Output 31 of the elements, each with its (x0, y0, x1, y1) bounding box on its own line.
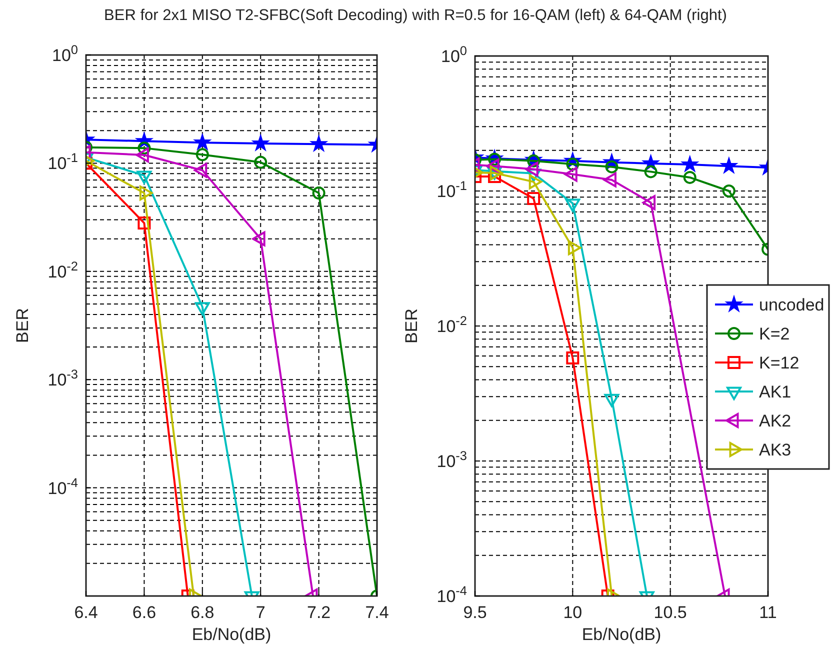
y-tick-label: 10$^{-2}$ (436, 312, 467, 336)
x-tick-label: 6.6 (132, 603, 156, 622)
x-axis-title: Eb/No(dB) (582, 625, 662, 644)
x-tick-label: 10 (563, 603, 582, 622)
x-tick-label: 9.5 (463, 603, 487, 622)
legend-label: uncoded (759, 296, 824, 314)
legend-label: K=12 (759, 354, 800, 372)
y-tick-label: 10$^{-2}$ (48, 258, 78, 282)
y-tick-label: 10$^{-3}$ (48, 366, 78, 390)
legend-label: K=2 (759, 324, 790, 344)
text: BER for 2x1 MISO T2-SFBC(Soft Decoding) with R=0.5 for 16-QAM (left) & 64-QAM (right) (104, 7, 727, 24)
legend-label: AK2 (759, 412, 792, 430)
y-axis-title: BER (402, 308, 421, 344)
x-axis-title: Eb/No(dB) (192, 625, 272, 644)
y-tick-label: 10$^{-1}$ (48, 150, 78, 174)
x-tick-label: 7 (256, 603, 266, 622)
legend-label: AK1 (759, 382, 792, 402)
x-tick-label: 6.4 (74, 603, 98, 622)
x-tick-label: 10.5 (654, 603, 687, 622)
y-tick-label: 10$^{-4}$ (48, 474, 78, 498)
x-tick-label: 6.8 (190, 603, 214, 622)
x-tick-label: 7.4 (365, 603, 389, 622)
y-axis-title: BER (13, 308, 32, 343)
x-tick-label: 11 (759, 603, 777, 622)
y-tick-label: 10$^{-1}$ (436, 178, 467, 201)
x-tick-label: 7.2 (306, 603, 331, 622)
y-tick-label: 10$^{-4}$ (436, 582, 467, 606)
y-tick-label: 10$^{0}$ (52, 42, 78, 65)
y-tick-label: 10$^{0}$ (440, 42, 467, 66)
legend-label: AK3 (759, 440, 792, 460)
y-tick-label: 10$^{-3}$ (436, 448, 467, 471)
